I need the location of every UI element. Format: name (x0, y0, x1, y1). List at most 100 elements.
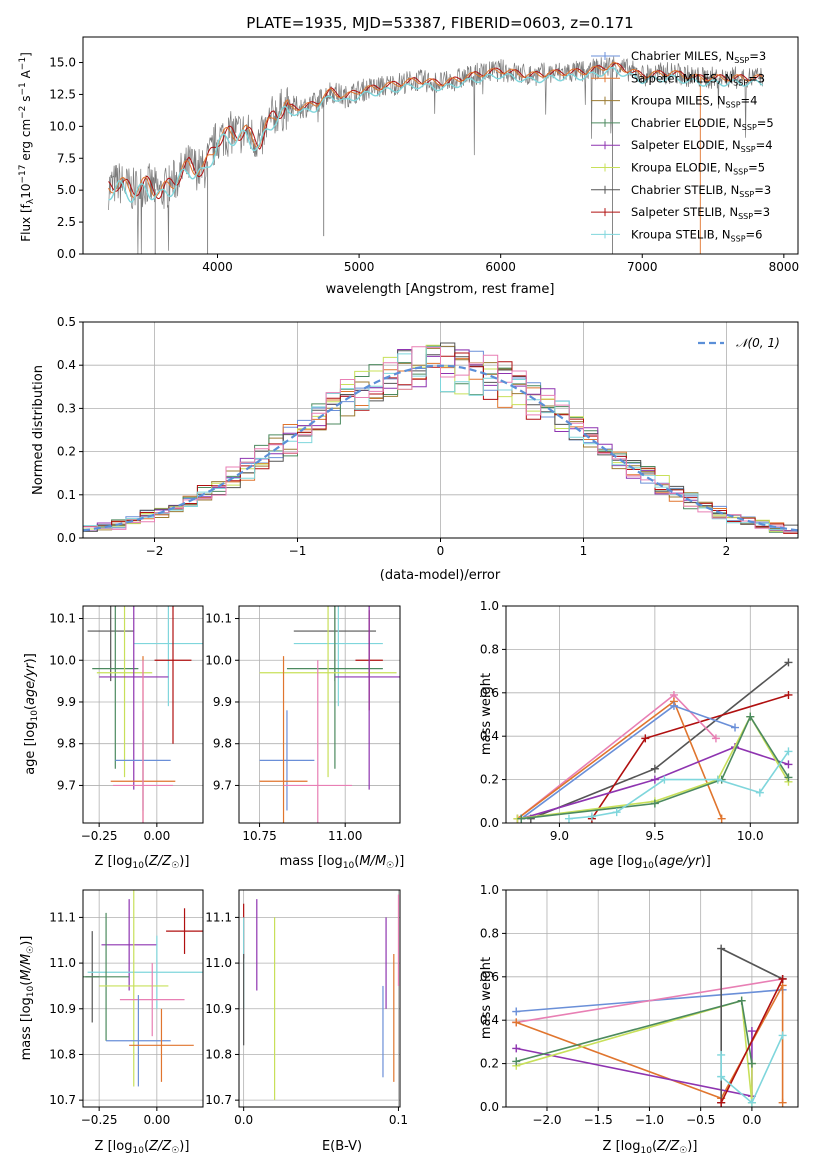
x-tick-label: −0.25 (81, 1113, 118, 1127)
spectrum-title: PLATE=1935, MJD=53387, FIBERID=0603, z=0… (246, 14, 633, 32)
axes-frame (505, 605, 799, 824)
weight-point-marker (717, 1098, 726, 1107)
y-tick-label: 9.8 (213, 737, 232, 751)
y-tick-label: 10.0 (49, 653, 76, 667)
weight-point-marker (747, 1027, 756, 1036)
weight-point-marker (517, 814, 526, 823)
weight-point-marker (612, 808, 621, 817)
y-tick-label: 2.5 (57, 215, 76, 229)
weight-point-marker (747, 1098, 756, 1107)
y-tick-label: 0.8 (480, 642, 499, 656)
legend-name: Kroupa STELIB, N (631, 227, 731, 241)
plot-area (83, 322, 798, 538)
data-spectrum-line (108, 56, 763, 254)
x-tick-label: 11.00 (328, 829, 362, 843)
y-tick-label: 0.4 (480, 729, 499, 743)
x-tick-label: 0.1 (389, 1113, 408, 1127)
y-tick-label: 10.9 (205, 1002, 232, 1016)
x-tick-label: 0 (437, 544, 445, 558)
y-tick-label: 11.0 (49, 956, 76, 970)
legend-label: Salpeter ELODIE, NSSP=4 (631, 138, 773, 154)
legend-label: Chabrier MILES, NSSP=3 (631, 49, 766, 65)
x-tick-label: 10.0 (737, 829, 764, 843)
weight-point-marker (512, 1044, 521, 1053)
weight-point-marker (717, 1072, 726, 1081)
x-tick-label: −0.25 (81, 829, 118, 843)
y-tick-label: 10.9 (49, 1002, 76, 1016)
spectrum-ylabel: Flux [fλ10−17 erg cm−2 s−1 A−1] (18, 52, 36, 242)
y-tick-label: 0.2 (57, 445, 76, 459)
plot-area (83, 890, 203, 1107)
weight-point-marker (717, 944, 726, 953)
histogram-step (83, 342, 798, 532)
legend-nssp: =3 (749, 49, 766, 63)
axes-frame (82, 36, 799, 255)
massz-ylabel: mass [log10(M/M☉)] (19, 936, 36, 1061)
y-tick-label: 0.5 (57, 315, 76, 329)
weight-point-marker (755, 788, 764, 797)
weight-point-marker (713, 775, 722, 784)
spectrum-xlabel: wavelength [Angstrom, rest frame] (326, 282, 555, 297)
y-tick-label: 0.0 (57, 531, 76, 545)
residual-ylabel: Normed distribution (31, 365, 46, 495)
legend-nssp: =4 (741, 94, 758, 108)
y-tick-label: 7.5 (57, 151, 76, 165)
x-tick-label: 5000 (344, 260, 375, 274)
massebv-xlabel: E(B-V) (322, 1139, 362, 1154)
weight-point-marker (717, 814, 726, 823)
y-tick-label: 12.5 (49, 87, 76, 101)
x-tick-label: 4000 (202, 260, 233, 274)
legend-label: Salpeter STELIB, NSSP=3 (631, 205, 770, 221)
legend-name: Chabrier MILES, N (631, 49, 734, 63)
y-tick-label: 10.8 (205, 1047, 232, 1061)
normal-curve (83, 364, 798, 532)
y-tick-label: 11.1 (205, 910, 232, 924)
weight-point-marker (587, 812, 596, 821)
axes-frame (505, 889, 799, 1108)
y-tick-label: 0.0 (57, 247, 76, 261)
y-tick-label: 5.0 (57, 183, 76, 197)
y-tick-label: 0.2 (480, 773, 499, 787)
weightage-ylabel: mass weight (479, 673, 494, 755)
age-ylabel: age [log10(age/yr)] (23, 653, 40, 775)
weight-point-marker (650, 764, 659, 773)
weight-point-marker (778, 974, 787, 983)
axes-frame (238, 889, 401, 1108)
weightz-ylabel: mass weight (479, 957, 494, 1039)
y-tick-label: 0.6 (480, 970, 499, 984)
x-tick-label: −2.0 (532, 1113, 561, 1127)
weight-series-line (516, 978, 783, 1024)
residual-xlabel: (data-model)/error (380, 568, 501, 583)
plot-area (239, 606, 400, 823)
weight-point-marker (564, 814, 573, 823)
legend-nssp: =3 (753, 205, 770, 219)
axes-frame (82, 321, 799, 539)
y-tick-label: 0.3 (57, 401, 76, 415)
weight-point-marker (669, 701, 678, 710)
model-spectrum-line (108, 66, 764, 203)
weight-series-line (720, 1035, 784, 1104)
legend-nssp: =5 (757, 116, 774, 130)
massz-xlabel: Z [log10(Z/Z☉)] (95, 1139, 190, 1156)
agemass-xlabel: mass [log10(M/M☉)] (280, 854, 405, 871)
y-tick-label: 0.0 (480, 1100, 499, 1114)
axes-frame (238, 605, 401, 824)
x-tick-label: −1 (289, 544, 307, 558)
weight-point-marker (512, 1018, 521, 1027)
weight-point-marker (784, 760, 793, 769)
agez-xlabel: Z [log10(Z/Z☉)] (95, 854, 190, 871)
x-tick-label: 7000 (627, 260, 658, 274)
plot-area (506, 606, 798, 823)
weight-point-marker (778, 1098, 787, 1107)
plot-area (239, 890, 400, 1107)
weight-series-line (520, 704, 736, 820)
legend-nssp: =3 (748, 71, 765, 85)
y-tick-label: 10.0 (205, 653, 232, 667)
y-tick-label: 9.9 (57, 695, 76, 709)
weight-series-line (591, 694, 789, 820)
weight-point-marker (784, 690, 793, 699)
weight-point-marker (784, 773, 793, 782)
y-tick-label: 9.9 (213, 695, 232, 709)
